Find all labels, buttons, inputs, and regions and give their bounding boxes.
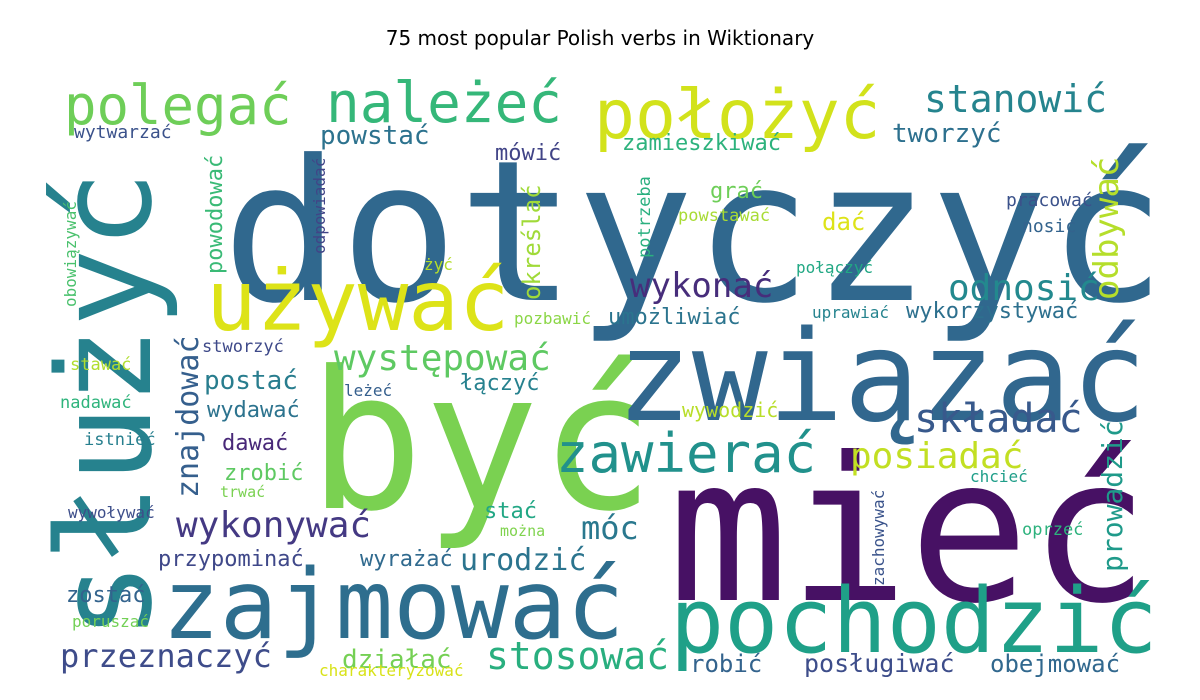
word-2: być [308,331,655,554]
word-57: żyć [424,255,453,274]
word-10: polegać [64,74,292,137]
word-70: zachowywać [869,490,888,586]
word-24: tworzyć [892,119,1002,149]
word-68: można [500,522,545,540]
word-39: łączyć [460,371,539,396]
word-66: trwać [220,483,265,501]
word-20: odbywać [1087,157,1127,300]
word-64: nadawać [60,393,132,413]
word-3: związać [616,303,1147,450]
word-43: zostać [66,583,145,608]
word-69: chcieć [970,467,1028,486]
word-47: grać [710,179,763,204]
word-19: posiadać [850,436,1023,477]
word-34: określać [518,184,546,300]
word-65: istnieć [84,430,156,450]
word-55: odpowiadać [310,158,329,254]
word-5: zajmować [162,549,624,661]
word-58: połączyć [796,258,873,277]
word-11: zawierać [556,422,816,485]
word-9: należeć [326,71,562,136]
word-35: wykorzystywać [906,299,1078,324]
word-54: potrzeba [635,176,655,258]
word-27: urodzić [460,543,586,578]
word-26: móc [581,509,639,547]
word-49: wytwarzać [74,122,172,143]
word-72: poruszać [72,612,149,631]
word-71: oprzeć [1022,520,1083,540]
word-52: dać [822,208,865,236]
word-7: używać [206,252,509,350]
word-67: wywoływać [68,503,155,522]
word-73: charakteryzować [319,661,464,680]
chart-title: 75 most popular Polish verbs in Wiktiona… [385,26,815,50]
word-36: wydawać [207,398,300,423]
word-45: mówić [495,141,561,166]
word-42: wyrażać [360,547,453,572]
word-8: położyć [594,76,881,155]
word-29: obejmować [990,650,1120,678]
word-56: obowiązywać [61,201,80,307]
word-33: powodować [203,155,228,274]
word-18: stosować [486,634,669,678]
word-21: wykonać [630,266,773,306]
word-60: uprawiać [812,303,889,322]
word-30: działać [342,645,452,675]
word-17: przeznaczyć [60,637,272,675]
word-38: zrobić [224,461,303,486]
word-28: posługiwać [804,649,955,678]
word-51: nosić [1022,216,1076,237]
word-48: wywodzić [682,398,778,422]
word-14: odnosić [948,268,1100,309]
word-37: dawać [222,431,288,456]
word-25: powstać [320,121,430,151]
word-22: znajdować [171,335,206,498]
word-0: dotyczyć [222,119,1166,347]
word-1: mieć [668,415,1150,648]
word-15: występować [334,338,551,379]
word-6: pochodzić [670,569,1158,674]
word-46: zamieszkiwać [622,131,781,156]
word-41: przypominać [158,547,304,572]
word-31: robić [690,650,762,678]
word-16: wykonywać [176,505,371,546]
word-32: postać [204,366,298,396]
word-59: pozbawić [514,309,591,328]
word-40: umożliwiać [608,305,740,330]
word-13: stanowić [924,77,1107,121]
word-62: stawać [70,355,131,375]
word-12: składać [914,396,1083,442]
word-50: pracować [1006,190,1093,211]
word-23: prowadzić [1096,420,1129,572]
word-61: stworzyć [202,337,284,357]
word-53: powstawać [678,206,770,226]
word-44: stać [484,499,537,524]
word-4: służyć [29,170,181,640]
word-63: leżeć [344,381,392,400]
